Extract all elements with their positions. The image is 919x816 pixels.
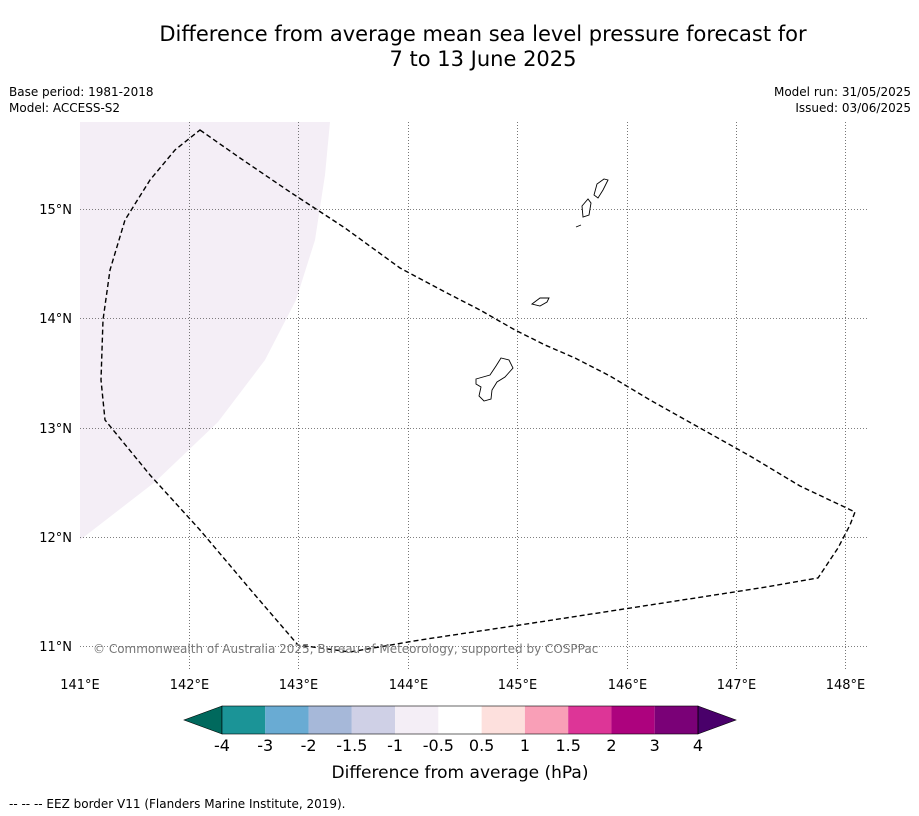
base-period-text: Base period: 1981-2018: [9, 85, 154, 99]
lat-tick-labels: 15°N 14°N 13°N 12°N 11°N: [39, 203, 72, 655]
colorbar-swatch: [308, 706, 352, 734]
colorbar-swatch: [481, 706, 525, 734]
lon-tick-label: 144°E: [389, 678, 429, 693]
colorbar-tick-label: -3: [257, 736, 273, 755]
island-aguijan: [575, 224, 582, 228]
lon-tick-label: 141°E: [60, 678, 100, 693]
colorbar-swatch: [611, 706, 655, 734]
colorbar-arrow-max: [697, 705, 737, 735]
colorbar-swatch: [438, 706, 482, 734]
colorbar-tick-label: -2: [301, 736, 317, 755]
islands: [475, 178, 609, 402]
colorbar-tick-label: 1: [520, 736, 530, 755]
island-guam: [475, 357, 514, 402]
island-tinian: [581, 198, 592, 218]
lat-tick-label: 14°N: [39, 312, 72, 327]
chart-title: Difference from average mean sea level p…: [0, 22, 919, 72]
lon-tick-label: 146°E: [608, 678, 648, 693]
colorbar-outline: [221, 705, 699, 735]
lon-tick-label: 148°E: [826, 678, 866, 693]
colorbar-swatch: [395, 706, 439, 734]
gridlines: [80, 122, 868, 670]
pressure-anomaly-region: [80, 122, 330, 540]
lon-tick-label: 142°E: [170, 678, 210, 693]
colorbar-tick-label: -0.5: [423, 736, 454, 755]
lon-tick-label: 147°E: [717, 678, 757, 693]
colorbar-swatch: [222, 706, 266, 734]
colorbar-tick-label: 2: [606, 736, 616, 755]
colorbar-tick-label: 0.5: [469, 736, 494, 755]
island-saipan: [593, 178, 609, 199]
colorbar-swatch: [524, 706, 569, 734]
lon-tick-labels: 141°E 142°E 143°E 144°E 145°E 146°E 147°…: [60, 678, 865, 693]
lon-tick-label: 143°E: [279, 678, 319, 693]
lat-tick-label: 11°N: [39, 640, 72, 655]
colorbar-swatch: [265, 706, 309, 734]
lat-tick-label: 12°N: [39, 531, 72, 546]
issued-text: Issued: 03/06/2025: [795, 101, 911, 115]
colorbar-label: Difference from average (hPa): [332, 763, 589, 783]
island-rota: [530, 297, 550, 307]
colorbar-tick-label: 4: [693, 736, 703, 755]
copyright-text: © Commonwealth of Australia 2025, Bureau…: [93, 642, 598, 656]
colorbar: -4 -3 -2 -1.5 -1 -0.5 0.5 1 1.5 2 3 4: [183, 705, 737, 755]
meta-left: Base period: 1981-2018 Model: ACCESS-S2: [9, 84, 154, 116]
title-line-1: Difference from average mean sea level p…: [159, 22, 807, 46]
colorbar-tick-label: -1.5: [336, 736, 367, 755]
model-run-text: Model run: 31/05/2025: [773, 85, 911, 99]
colorbar-arrow-min: [183, 705, 223, 735]
eez-footnote: -- -- -- EEZ border V11 (Flanders Marine…: [9, 797, 346, 811]
eez-border: [100, 129, 856, 653]
lon-tick-label: 145°E: [498, 678, 538, 693]
model-text: Model: ACCESS-S2: [9, 101, 121, 115]
colorbar-swatch: [351, 706, 396, 734]
colorbar-tick-label: 1.5: [555, 736, 580, 755]
lat-tick-label: 13°N: [39, 422, 72, 437]
colorbar-swatch: [568, 706, 612, 734]
title-line-2: 7 to 13 June 2025: [389, 47, 577, 71]
colorbar-tick-label: -1: [387, 736, 403, 755]
lat-tick-label: 15°N: [39, 203, 72, 218]
colorbar-tick-label: -4: [214, 736, 230, 755]
meta-right: Model run: 31/05/2025 Issued: 03/06/2025: [774, 84, 911, 116]
colorbar-swatch: [654, 706, 698, 734]
colorbar-tick-label: 3: [650, 736, 660, 755]
